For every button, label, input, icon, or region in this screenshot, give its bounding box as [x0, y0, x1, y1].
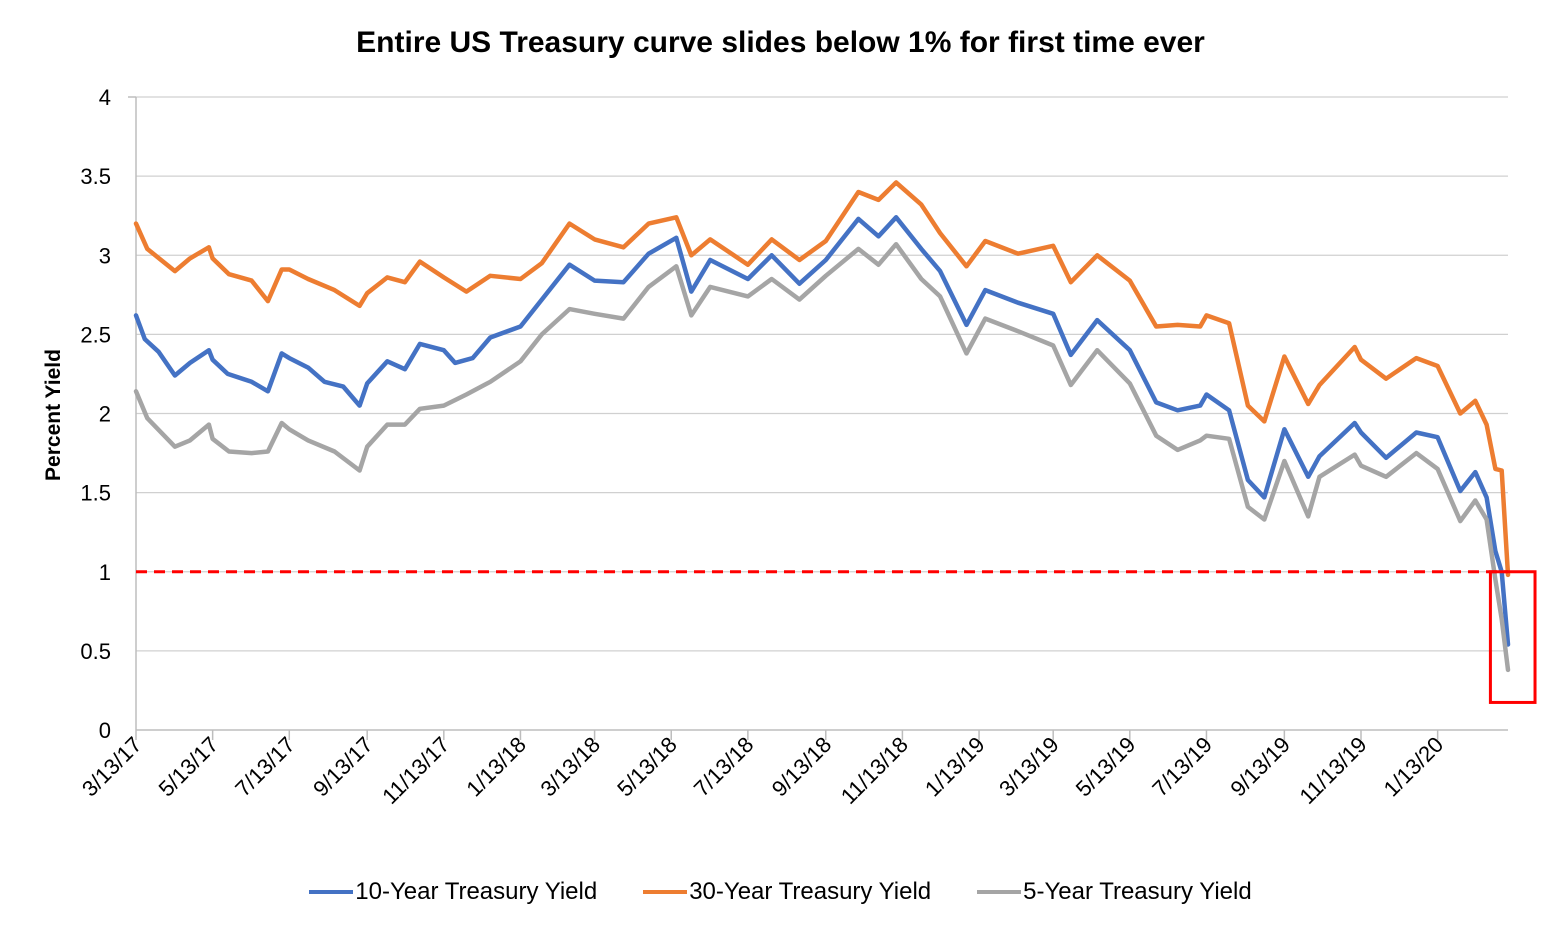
- y-tick-label: 1: [99, 560, 111, 585]
- x-tick-label: 9/13/17: [308, 732, 378, 802]
- x-tick-label: 1/13/20: [1379, 732, 1449, 802]
- highlight-box: [1488, 570, 1537, 704]
- y-tick-label: 1.5: [80, 481, 111, 506]
- x-tick-label: 3/13/19: [994, 732, 1064, 802]
- y-tick-label: 2: [99, 402, 111, 427]
- x-tick-label: 9/13/18: [767, 732, 837, 802]
- legend-item: 10-Year Treasury Yield: [309, 878, 597, 906]
- x-tick-label: 1/13/18: [461, 732, 531, 802]
- x-tick-label: 5/13/19: [1071, 732, 1141, 802]
- x-tick-label: 7/13/19: [1147, 732, 1217, 802]
- annotations: [136, 570, 1537, 704]
- chart-title: Entire US Treasury curve slides below 1%…: [356, 26, 1205, 59]
- x-tick-labels: 3/13/17 5/13/17 7/13/17 9/13/17 11/13/17 1/13…: [77, 732, 1448, 809]
- x-tick-label: 11/13/19: [1294, 732, 1371, 809]
- x-tick-label: 5/13/17: [154, 732, 224, 802]
- legend-swatch: [309, 890, 354, 894]
- x-tick-label: 3/13/17: [77, 732, 147, 802]
- gridlines: [136, 96, 1508, 652]
- y-tick-label: 2.5: [80, 322, 111, 347]
- axes: [128, 96, 1508, 740]
- legend-label: 10-Year Treasury Yield: [355, 878, 598, 905]
- series-line-1: [133, 215, 1511, 647]
- x-tick-label: 7/13/17: [230, 732, 300, 802]
- x-tick-label: 11/13/18: [836, 732, 913, 809]
- x-tick-label: 11/13/17: [377, 732, 454, 809]
- series-lines: [133, 180, 1511, 673]
- legend-label: 5-Year Treasury Yield: [1023, 878, 1252, 905]
- x-tick-label: 3/13/18: [536, 732, 606, 802]
- y-axis-label: Percent Yield: [42, 349, 65, 481]
- y-tick-label: 4: [99, 85, 111, 110]
- x-tick-label: 1/13/19: [920, 732, 990, 802]
- legend-item: 30-Year Treasury Yield: [643, 878, 931, 906]
- x-tick-label: 9/13/19: [1225, 732, 1295, 802]
- y-tick-labels: 0 0.5 1 1.5 2 2.5 3 3.5 4: [80, 85, 111, 743]
- y-tick-label: 3.5: [80, 164, 111, 189]
- legend: 10-Year Treasury Yield 30-Year Treasury Y…: [0, 878, 1561, 906]
- x-tick-label: 5/13/18: [612, 732, 682, 802]
- y-tick-label: 3: [99, 243, 111, 268]
- legend-swatch: [977, 890, 1022, 894]
- legend-label: 30-Year Treasury Yield: [689, 878, 932, 905]
- series-line-2: [133, 180, 1511, 578]
- y-tick-label: 0: [99, 718, 111, 743]
- y-tick-label: 0.5: [80, 639, 111, 664]
- legend-swatch: [643, 890, 688, 894]
- series-line-3: [133, 241, 1511, 673]
- x-tick-label: 7/13/18: [689, 732, 759, 802]
- legend-item: 5-Year Treasury Yield: [977, 878, 1252, 906]
